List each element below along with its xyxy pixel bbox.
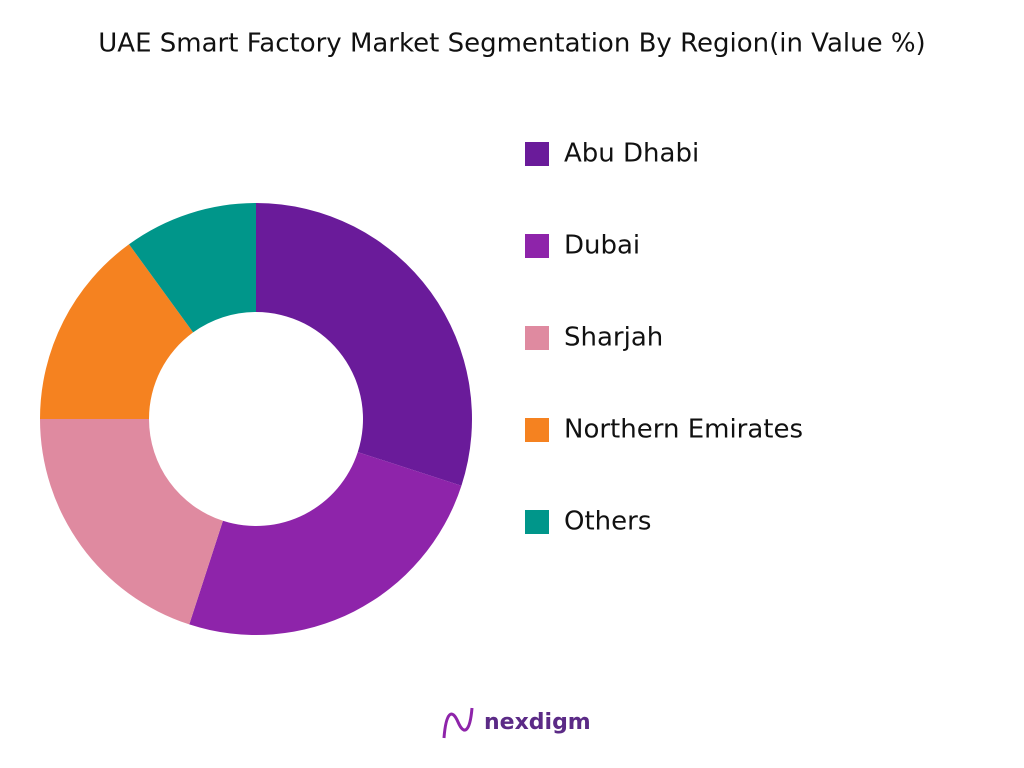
legend-swatch (525, 510, 549, 534)
donut-segment (256, 203, 473, 486)
donut-segment (129, 203, 256, 333)
donut-segment (189, 452, 462, 636)
legend-label: Others (564, 507, 651, 537)
legend-label: Abu Dhabi (564, 139, 699, 169)
legend-label: Sharjah (564, 323, 663, 353)
logo-icon (442, 707, 474, 739)
legend-swatch (525, 234, 549, 258)
logo-text: nexdigm (484, 710, 591, 735)
donut-segment (40, 419, 223, 625)
chart-title: UAE Smart Factory Market Segmentation By… (98, 29, 925, 59)
logo: nexdigm (442, 707, 591, 739)
legend-swatch (525, 142, 549, 166)
legend-swatch (525, 326, 549, 350)
legend-swatch (525, 418, 549, 442)
legend-label: Dubai (564, 231, 640, 261)
legend-label: Northern Emirates (564, 415, 803, 445)
donut-segment (40, 244, 194, 419)
